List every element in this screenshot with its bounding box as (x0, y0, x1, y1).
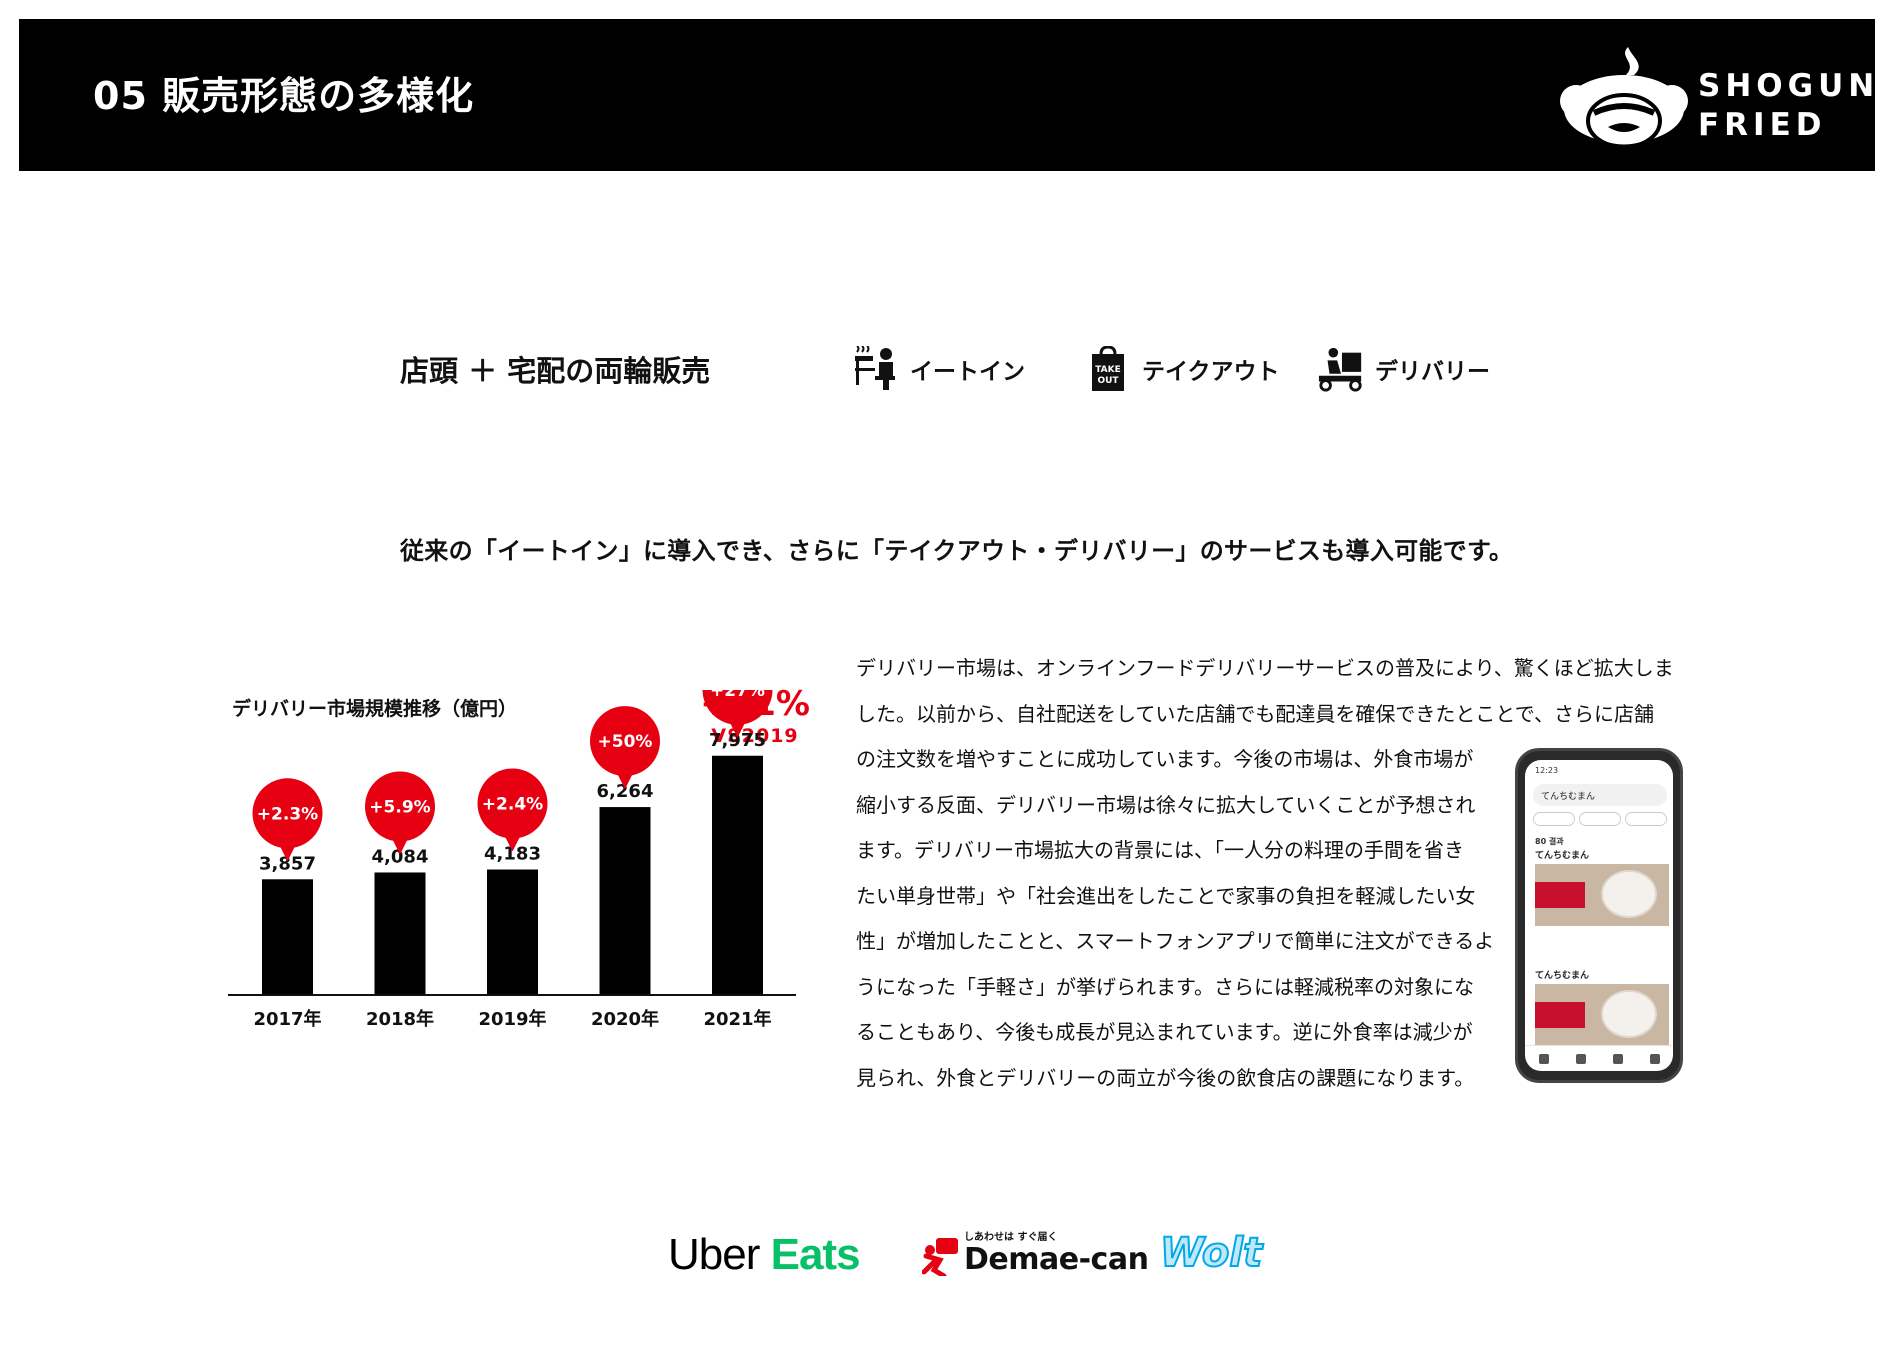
brand-line-2: FRIED (1698, 107, 1827, 143)
body-line: 性」が増加したことと、スマートフォンアプリで簡単に注文ができるよ (856, 929, 1495, 953)
bar-value-label: 7,975 (709, 730, 766, 751)
x-tick-label: 2021年 (703, 1008, 771, 1030)
takeout-bag-icon: TAKE OUT (1084, 345, 1132, 393)
body-line: ることもあり、今後も成長が見込まれています。逆に外食率は減少が (856, 1020, 1473, 1044)
delivery-market-chart: デリバリー市場規模推移（億円） +91% VS2019 3,8572017年+2… (220, 684, 820, 1050)
phone-item-image (1535, 984, 1669, 1046)
concept-title: 店頭 ＋ 宅配の両輪販売 (400, 354, 711, 388)
body-text: デリバリー市場は、オンラインフードデリバリーサービスの普及により、驚くほど拡大し… (856, 646, 1686, 1101)
growth-badge-label: +50% (598, 732, 653, 752)
chart-bar (599, 807, 651, 995)
phone-item-name: てんちむまん (1535, 971, 1590, 981)
bar-chart-svg: 3,857 2017年 +2.3% 4,084 2018年 +5.9% 4,183 2019年… (228, 690, 796, 1030)
brand-wordmark: SHOGUN FRIED (1698, 67, 1879, 145)
body-line: した。以前から、自社配送をしていた店舗でも配達員を確保できたとことで、さらに店舗 (856, 701, 1654, 726)
body-line: たい単身世帯」や「社会進出をしたことで家事の負担を軽減したい女 (856, 883, 1476, 908)
page-title: 05 販売形態の多様化 (93, 74, 475, 118)
body-line: デリバリー市場は、オンラインフードデリバリーサービスの普及により、驚くほど拡大し… (856, 656, 1674, 680)
uber-eats-logo: Uber Eats (668, 1230, 861, 1280)
wolt-logo: Wolt (1159, 1229, 1263, 1277)
growth-badge-label: +5.9% (369, 797, 430, 817)
delivery-scooter-icon (1317, 345, 1365, 393)
phone-result-count: 80 결과 (1535, 837, 1564, 846)
chart-bar (374, 872, 426, 995)
demae-can-mark-icon (922, 1238, 958, 1276)
chart-bar (712, 755, 763, 995)
headline-growth-compare: VS2019 (711, 725, 799, 747)
growth-badge (590, 706, 660, 777)
phone-filter-chips (1533, 812, 1667, 826)
growth-badge-label: +2.3% (257, 804, 318, 824)
smartphone-mockup: 12:23 てんちむまん 80 결과 てんちむまん てんちむまん (1515, 748, 1683, 1083)
mode-eat-in: イートイン (852, 345, 1025, 393)
body-line: ます。デリバリー市場拡大の背景には、「一人分の料理の手間を省き (856, 838, 1464, 862)
growth-badge (702, 690, 773, 725)
phone-item-image (1535, 864, 1669, 926)
x-tick-label: 2018年 (366, 1008, 434, 1030)
shogun-fried-logo: SHOGUN FRIED (1538, 43, 1874, 153)
takeout-icon-text-2: OUT (1097, 376, 1119, 386)
chart-bar (262, 879, 313, 995)
body-line: 見られ、外食とデリバリーの両立が今後の飲食店の課題になります。 (856, 1065, 1475, 1090)
mode-eat-in-label: イートイン (910, 359, 1025, 385)
bar-value-label: 4,084 (372, 846, 429, 867)
x-tick-label: 2020年 (591, 1008, 659, 1030)
lead-sentence: 従来の「イートイン」に導入でき、さらに「テイクアウト・デリバリー」のサービスも導… (400, 537, 1514, 565)
bar-value-label: 4,183 (484, 844, 541, 865)
chart-bar (487, 869, 538, 995)
phone-bottom-nav (1525, 1045, 1673, 1071)
shogun-mascot-icon (1560, 47, 1688, 150)
phone-search-bar: てんちむまん (1533, 784, 1667, 806)
phone-screen: 12:23 てんちむまん 80 결과 てんちむまん てんちむまん (1525, 760, 1673, 1071)
body-line: 縮小する反面、デリバリー市場は徐々に拡大していくことが予想され (856, 792, 1476, 817)
x-tick-label: 2019年 (478, 1008, 546, 1030)
brand-line-1: SHOGUN (1698, 68, 1880, 104)
growth-badge-label: +2.4% (482, 795, 543, 815)
mode-takeout-label: テイクアウト (1142, 359, 1280, 385)
demae-name: Demae-can (964, 1242, 1149, 1277)
phone-status-time: 12:23 (1535, 766, 1559, 775)
mode-delivery: デリバリー (1317, 345, 1490, 393)
x-tick-label: 2017年 (253, 1008, 321, 1030)
header-bar: 05 販売形態の多様化 SHOGUN FRIED (19, 19, 1875, 171)
uber-eats-logo-part2: Eats (770, 1230, 861, 1279)
growth-badge-label: +27% (710, 690, 765, 701)
body-line: うになった「手軽さ」が挙げられます。さらには軽減税率の対象にな (856, 974, 1474, 999)
growth-badge (477, 768, 548, 839)
mode-takeout: TAKE OUT テイクアウト (1084, 345, 1280, 393)
bar-value-label: 6,264 (597, 781, 654, 802)
growth-badge (365, 771, 435, 842)
takeout-icon-text-1: TAKE (1095, 365, 1121, 375)
phone-item-name: てんちむまん (1535, 851, 1590, 861)
demae-tagline: しあわせは すぐ届く (964, 1232, 1058, 1243)
chart-title: デリバリー市場規模推移（億円） (232, 698, 518, 720)
body-line: の注文数を増やすことに成功しています。今後の市場は、外食市場が (856, 747, 1474, 771)
mode-delivery-label: デリバリー (1375, 359, 1490, 385)
bar-value-label: 3,857 (259, 853, 316, 874)
partner-logos: Uber Eats しあわせは すぐ届く Demae-can Wolt (0, 1228, 1894, 1298)
eat-in-icon (852, 345, 900, 393)
growth-badge (252, 778, 323, 849)
uber-eats-logo-part1: Uber (668, 1230, 760, 1279)
